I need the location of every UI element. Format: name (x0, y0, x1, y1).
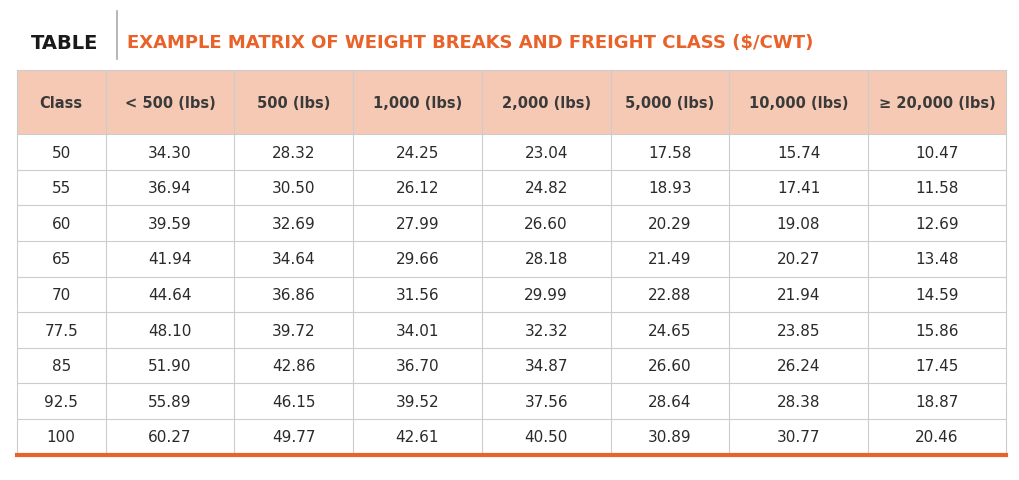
Text: 65: 65 (51, 252, 70, 267)
Text: ≥ 20,000 (lbs): ≥ 20,000 (lbs) (878, 96, 995, 110)
Text: 26.12: 26.12 (395, 181, 439, 196)
Text: 46.15: 46.15 (272, 394, 315, 409)
Text: 2,000 (lbs): 2,000 (lbs) (501, 96, 590, 110)
Text: 32.32: 32.32 (524, 323, 568, 338)
Text: 14.59: 14.59 (914, 288, 958, 302)
Text: 500 (lbs): 500 (lbs) (257, 96, 330, 110)
Text: 27.99: 27.99 (395, 216, 439, 231)
Text: 24.82: 24.82 (524, 181, 568, 196)
Text: 44.64: 44.64 (148, 288, 192, 302)
Text: 28.32: 28.32 (272, 145, 315, 160)
Text: 23.04: 23.04 (524, 145, 568, 160)
Text: 22.88: 22.88 (647, 288, 691, 302)
Text: 51.90: 51.90 (148, 359, 192, 373)
Text: 31.56: 31.56 (395, 288, 439, 302)
Text: 40.50: 40.50 (524, 430, 568, 444)
Text: 1,000 (lbs): 1,000 (lbs) (373, 96, 462, 110)
Text: 100: 100 (47, 430, 75, 444)
Text: 26.24: 26.24 (776, 359, 819, 373)
Text: 23.85: 23.85 (776, 323, 819, 338)
Bar (16, 71, 1006, 135)
Bar (16, 384, 1006, 419)
Text: 85: 85 (52, 359, 70, 373)
Text: 5,000 (lbs): 5,000 (lbs) (625, 96, 714, 110)
Text: 24.65: 24.65 (647, 323, 691, 338)
Text: 37.56: 37.56 (524, 394, 568, 409)
Text: 48.10: 48.10 (148, 323, 192, 338)
Text: 60.27: 60.27 (148, 430, 192, 444)
Text: 28.38: 28.38 (776, 394, 819, 409)
Text: 34.01: 34.01 (395, 323, 439, 338)
Text: TABLE: TABLE (31, 34, 98, 53)
Text: 10,000 (lbs): 10,000 (lbs) (748, 96, 848, 110)
Text: 36.86: 36.86 (272, 288, 315, 302)
Bar (16, 277, 1006, 312)
Text: 13.48: 13.48 (914, 252, 958, 267)
Text: 36.70: 36.70 (395, 359, 439, 373)
Text: 39.72: 39.72 (272, 323, 315, 338)
Text: 29.99: 29.99 (524, 288, 568, 302)
Text: 20.46: 20.46 (914, 430, 958, 444)
Text: 17.45: 17.45 (914, 359, 958, 373)
Text: Class: Class (40, 96, 83, 110)
Text: 24.25: 24.25 (395, 145, 439, 160)
Text: 36.94: 36.94 (148, 181, 192, 196)
Text: 20.29: 20.29 (647, 216, 691, 231)
Text: 30.50: 30.50 (272, 181, 315, 196)
Text: 34.87: 34.87 (524, 359, 568, 373)
Text: 18.87: 18.87 (914, 394, 958, 409)
Text: 28.18: 28.18 (524, 252, 568, 267)
Text: 17.41: 17.41 (776, 181, 819, 196)
Text: 41.94: 41.94 (148, 252, 192, 267)
Text: 15.86: 15.86 (914, 323, 958, 338)
Bar (16, 170, 1006, 206)
Text: 26.60: 26.60 (647, 359, 691, 373)
Text: 28.64: 28.64 (647, 394, 691, 409)
Text: 42.61: 42.61 (395, 430, 439, 444)
Text: 50: 50 (52, 145, 70, 160)
Text: < 500 (lbs): < 500 (lbs) (124, 96, 215, 110)
Text: 34.64: 34.64 (272, 252, 315, 267)
Text: 12.69: 12.69 (914, 216, 958, 231)
Text: 77.5: 77.5 (44, 323, 78, 338)
Bar (16, 206, 1006, 241)
Text: 39.59: 39.59 (148, 216, 192, 231)
Text: 55.89: 55.89 (148, 394, 192, 409)
Bar (16, 241, 1006, 277)
Text: 70: 70 (52, 288, 70, 302)
Text: 55: 55 (52, 181, 70, 196)
Text: 30.89: 30.89 (647, 430, 691, 444)
Text: 30.77: 30.77 (776, 430, 819, 444)
Text: 15.74: 15.74 (776, 145, 819, 160)
Text: 19.08: 19.08 (776, 216, 819, 231)
Bar (16, 312, 1006, 348)
Text: 11.58: 11.58 (914, 181, 958, 196)
Text: 39.52: 39.52 (395, 394, 439, 409)
Text: 20.27: 20.27 (776, 252, 819, 267)
Text: 21.49: 21.49 (647, 252, 691, 267)
Bar (16, 135, 1006, 170)
Text: 10.47: 10.47 (914, 145, 958, 160)
Text: 18.93: 18.93 (647, 181, 691, 196)
Text: 60: 60 (51, 216, 70, 231)
Text: 29.66: 29.66 (395, 252, 439, 267)
Text: 17.58: 17.58 (647, 145, 691, 160)
Text: 21.94: 21.94 (776, 288, 819, 302)
Bar (16, 348, 1006, 384)
Text: 42.86: 42.86 (272, 359, 315, 373)
Text: EXAMPLE MATRIX OF WEIGHT BREAKS AND FREIGHT CLASS ($/CWT): EXAMPLE MATRIX OF WEIGHT BREAKS AND FREI… (127, 34, 813, 51)
Text: 34.30: 34.30 (148, 145, 192, 160)
Text: 92.5: 92.5 (44, 394, 78, 409)
Text: 26.60: 26.60 (524, 216, 568, 231)
Bar (16, 419, 1006, 455)
Text: 32.69: 32.69 (272, 216, 315, 231)
Text: 49.77: 49.77 (272, 430, 315, 444)
